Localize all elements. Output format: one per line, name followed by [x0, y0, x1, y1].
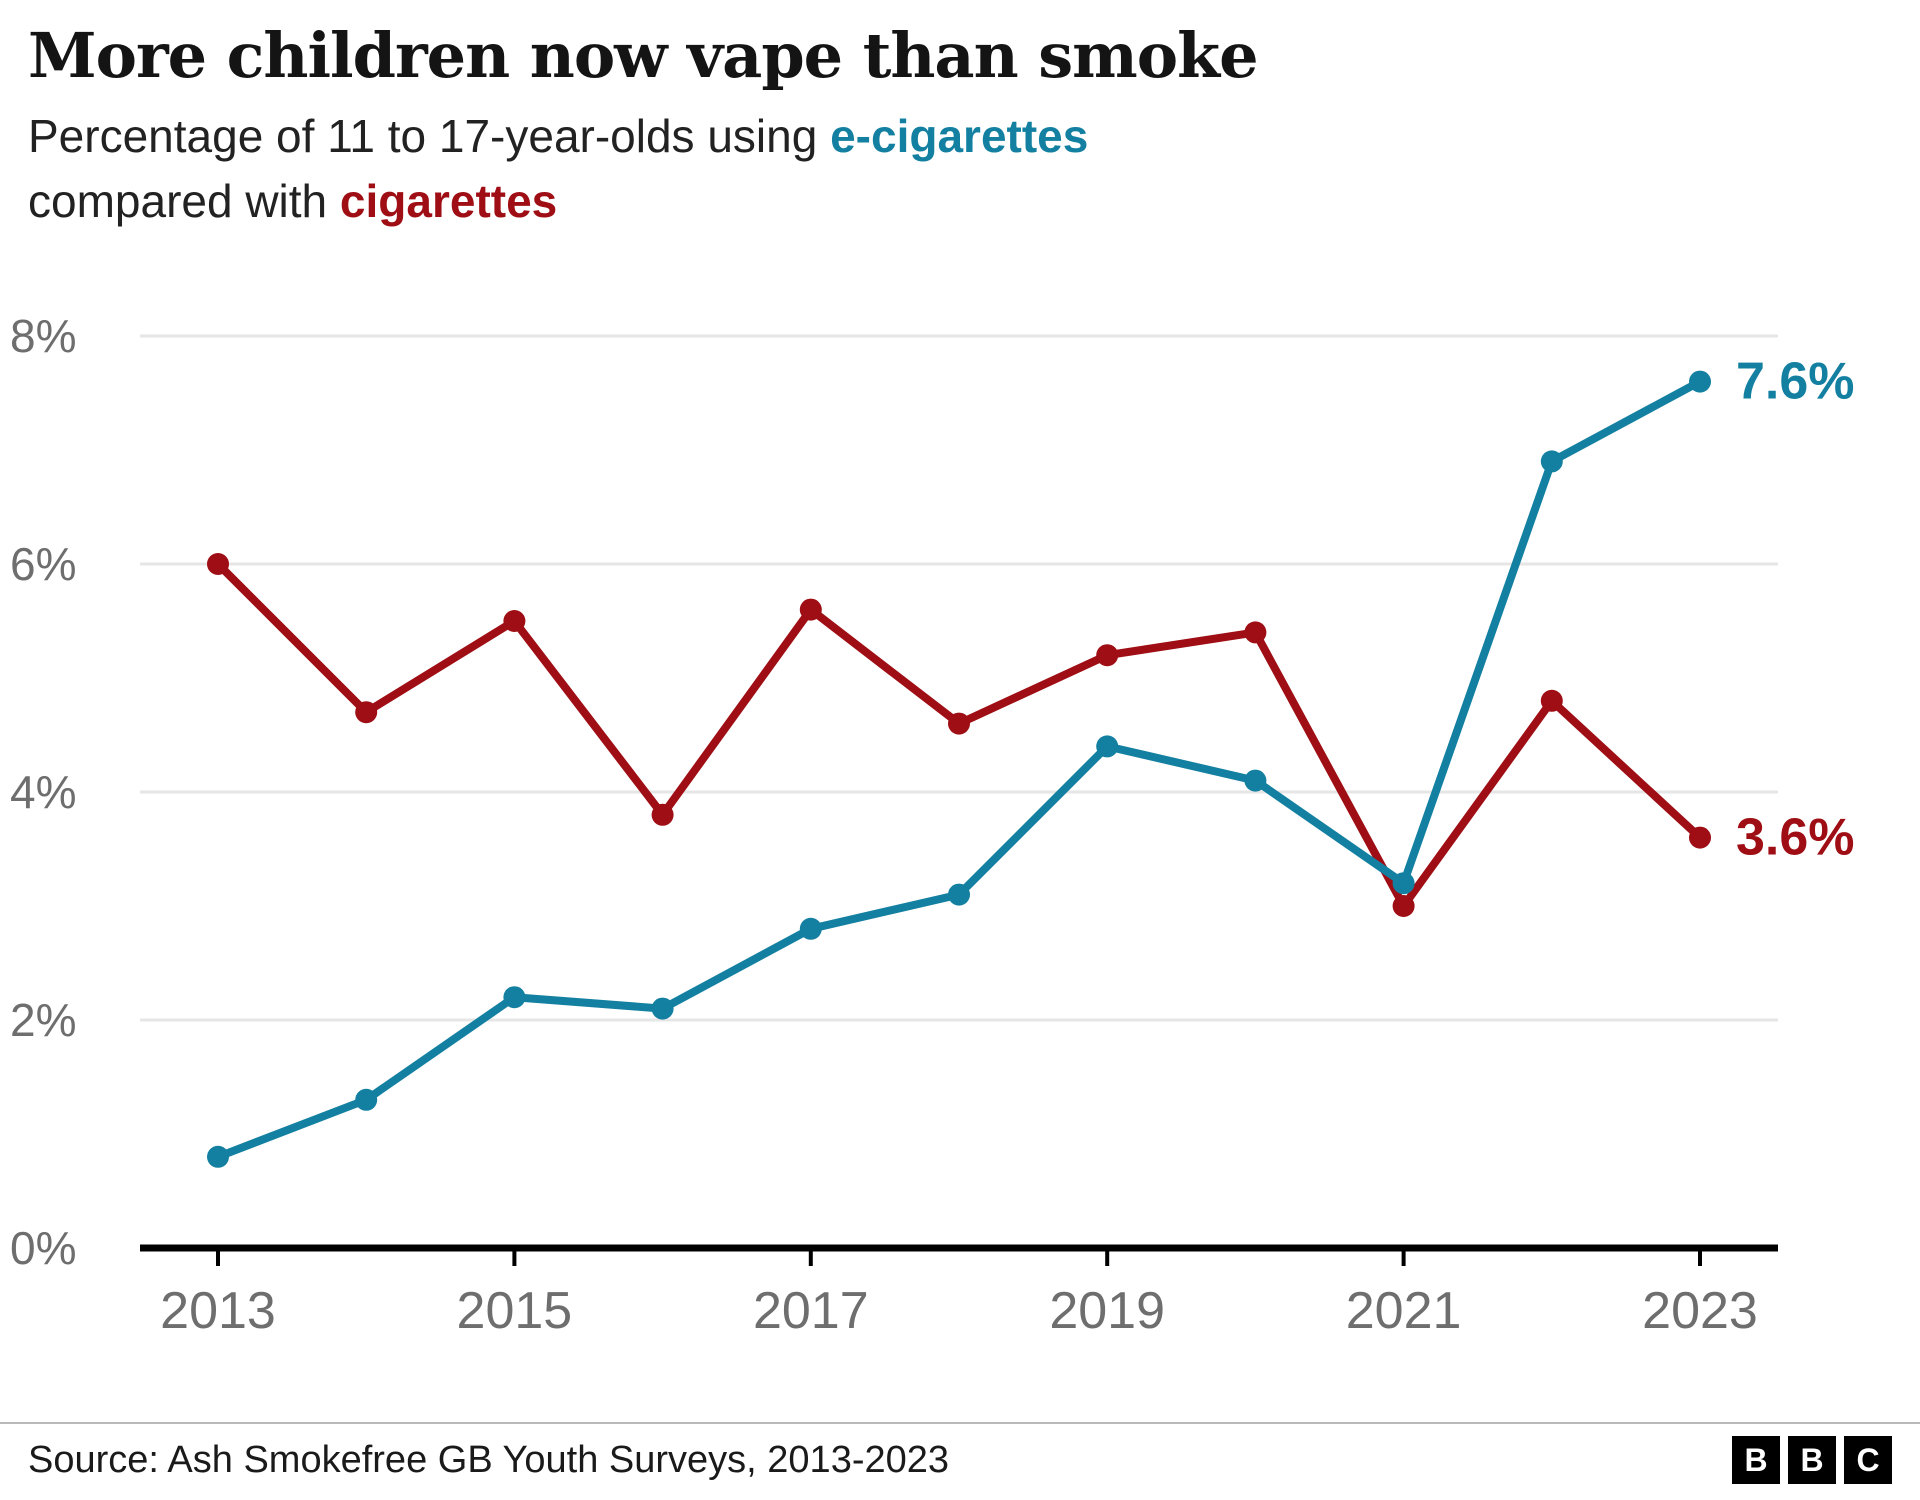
line-chart: 0% 2% 4% 6% 8% 2013 2015 2017 2019 2021 2023 3.6% 7.…: [10, 310, 1855, 1340]
data-point-cigarettes: [1096, 644, 1119, 667]
data-point-cigarettes: [1689, 826, 1711, 849]
bbc-logo-letter: B: [1788, 1436, 1836, 1484]
subtitle-text-1: Percentage of 11 to 17-year-olds using: [28, 110, 831, 163]
bbc-logo-letter: B: [1732, 1436, 1780, 1484]
source-credit: Source: Ash Smokefree GB Youth Surveys, …: [28, 1438, 950, 1481]
data-point-cigarettes: [799, 598, 822, 621]
data-point-cigarettes: [948, 712, 970, 735]
data-point-e-cigarettes: [1689, 370, 1711, 393]
chart-footer: Source: Ash Smokefree GB Youth Surveys, …: [0, 1422, 1920, 1500]
y-tick-label: 0%: [10, 1222, 76, 1274]
data-point-e-cigarettes: [355, 1088, 378, 1111]
x-tick-label: 2013: [160, 1282, 276, 1340]
x-tick-label: 2021: [1346, 1282, 1462, 1340]
x-tick-label: 2017: [753, 1282, 869, 1340]
y-tick-label: 8%: [10, 310, 76, 362]
data-point-e-cigarettes: [1392, 872, 1415, 895]
y-tick-label: 6%: [10, 538, 76, 590]
subtitle-text-2: compared with: [28, 174, 340, 227]
data-point-cigarettes: [1392, 894, 1415, 917]
data-point-e-cigarettes: [1540, 450, 1563, 473]
series-line-cigarettes: [214, 559, 1704, 910]
data-point-e-cigarettes: [503, 986, 526, 1009]
x-tick-label: 2015: [457, 1282, 573, 1340]
bbc-logo: B B C: [1732, 1436, 1892, 1484]
series-line-e-cigarettes: [214, 377, 1704, 1161]
data-point-e-cigarettes: [1096, 735, 1119, 758]
data-point-cigarettes: [1540, 689, 1563, 712]
chart-area: 0% 2% 4% 6% 8% 2013 2015 2017 2019 2021 2023 3.6% 7.…: [0, 233, 1920, 1358]
data-point-e-cigarettes: [207, 1145, 229, 1168]
data-point-e-cigarettes: [1244, 769, 1267, 792]
y-tick-label: 4%: [10, 766, 76, 818]
data-point-cigarettes: [207, 552, 229, 575]
data-point-cigarettes: [355, 701, 378, 724]
y-tick-label: 2%: [10, 994, 76, 1046]
data-point-cigarettes: [1244, 621, 1267, 644]
end-label-e-cigarettes: 7.6%: [1736, 353, 1855, 411]
data-point-e-cigarettes: [948, 883, 970, 906]
data-point-cigarettes: [651, 803, 674, 826]
subtitle-line-1: Percentage of 11 to 17-year-olds using e…: [28, 104, 1892, 168]
legend-cigarettes: cigarettes: [339, 174, 558, 227]
data-point-e-cigarettes: [799, 917, 822, 940]
data-point-cigarettes: [503, 609, 526, 632]
x-tick-label: 2019: [1049, 1282, 1165, 1340]
chart-header: More children now vape than smoke Percen…: [0, 0, 1920, 233]
chart-subtitle: Percentage of 11 to 17-year-olds using e…: [28, 104, 1892, 233]
subtitle-line-2: compared with cigarettes: [28, 169, 1892, 233]
chart-title: More children now vape than smoke: [28, 19, 1259, 92]
end-label-cigarettes: 3.6%: [1736, 809, 1855, 867]
x-tick-label: 2023: [1642, 1282, 1758, 1340]
legend-ecigarettes: e-cigarettes: [830, 110, 1089, 163]
bbc-logo-letter: C: [1844, 1436, 1892, 1484]
data-point-e-cigarettes: [651, 997, 674, 1020]
